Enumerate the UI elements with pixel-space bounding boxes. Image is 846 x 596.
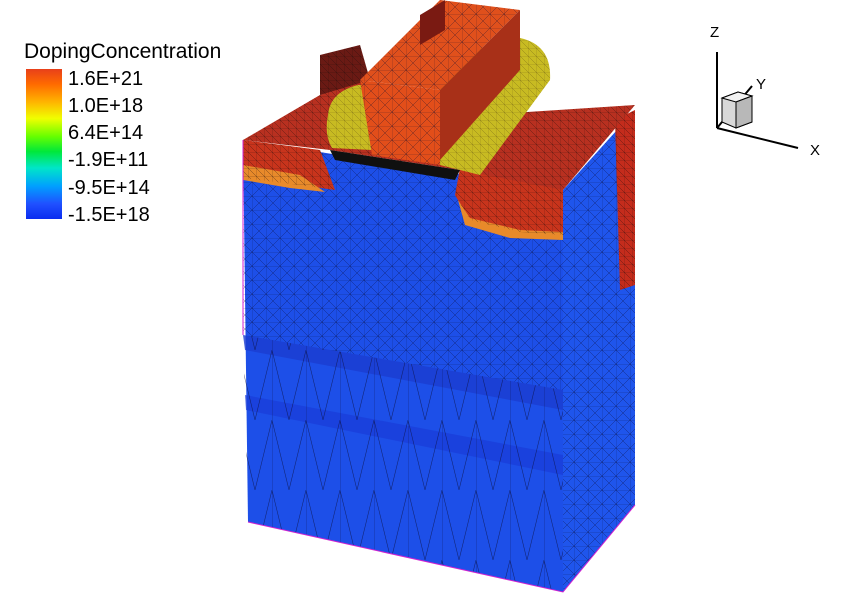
gate-electrode — [360, 0, 520, 165]
spacer-left — [326, 85, 372, 150]
legend-title: DopingConcentration — [24, 40, 222, 63]
colorbar-legend: DopingConcentration 1.6E+21 1.0E+18 6.4E… — [24, 40, 274, 240]
substrate-side-face — [563, 110, 635, 592]
axis-y-label: Y — [756, 76, 767, 93]
axis-triad: Z Y X — [700, 20, 840, 170]
colorbar — [26, 69, 62, 219]
legend-tick: 6.4E+14 — [68, 122, 144, 144]
legend-tick: 1.0E+18 — [68, 95, 144, 117]
legend-tick: -1.5E+18 — [68, 204, 150, 226]
legend-tick: 1.6E+21 — [68, 68, 144, 90]
legend-tick: -9.5E+14 — [68, 177, 150, 199]
axis-x-label: X — [810, 142, 821, 159]
axis-z-label: Z — [710, 24, 720, 41]
axis-triad-icon — [716, 52, 799, 149]
legend-tick: -1.9E+11 — [68, 149, 149, 171]
channel-region — [330, 150, 460, 180]
source-drain-region — [243, 140, 563, 240]
edge-lines — [242, 140, 636, 593]
